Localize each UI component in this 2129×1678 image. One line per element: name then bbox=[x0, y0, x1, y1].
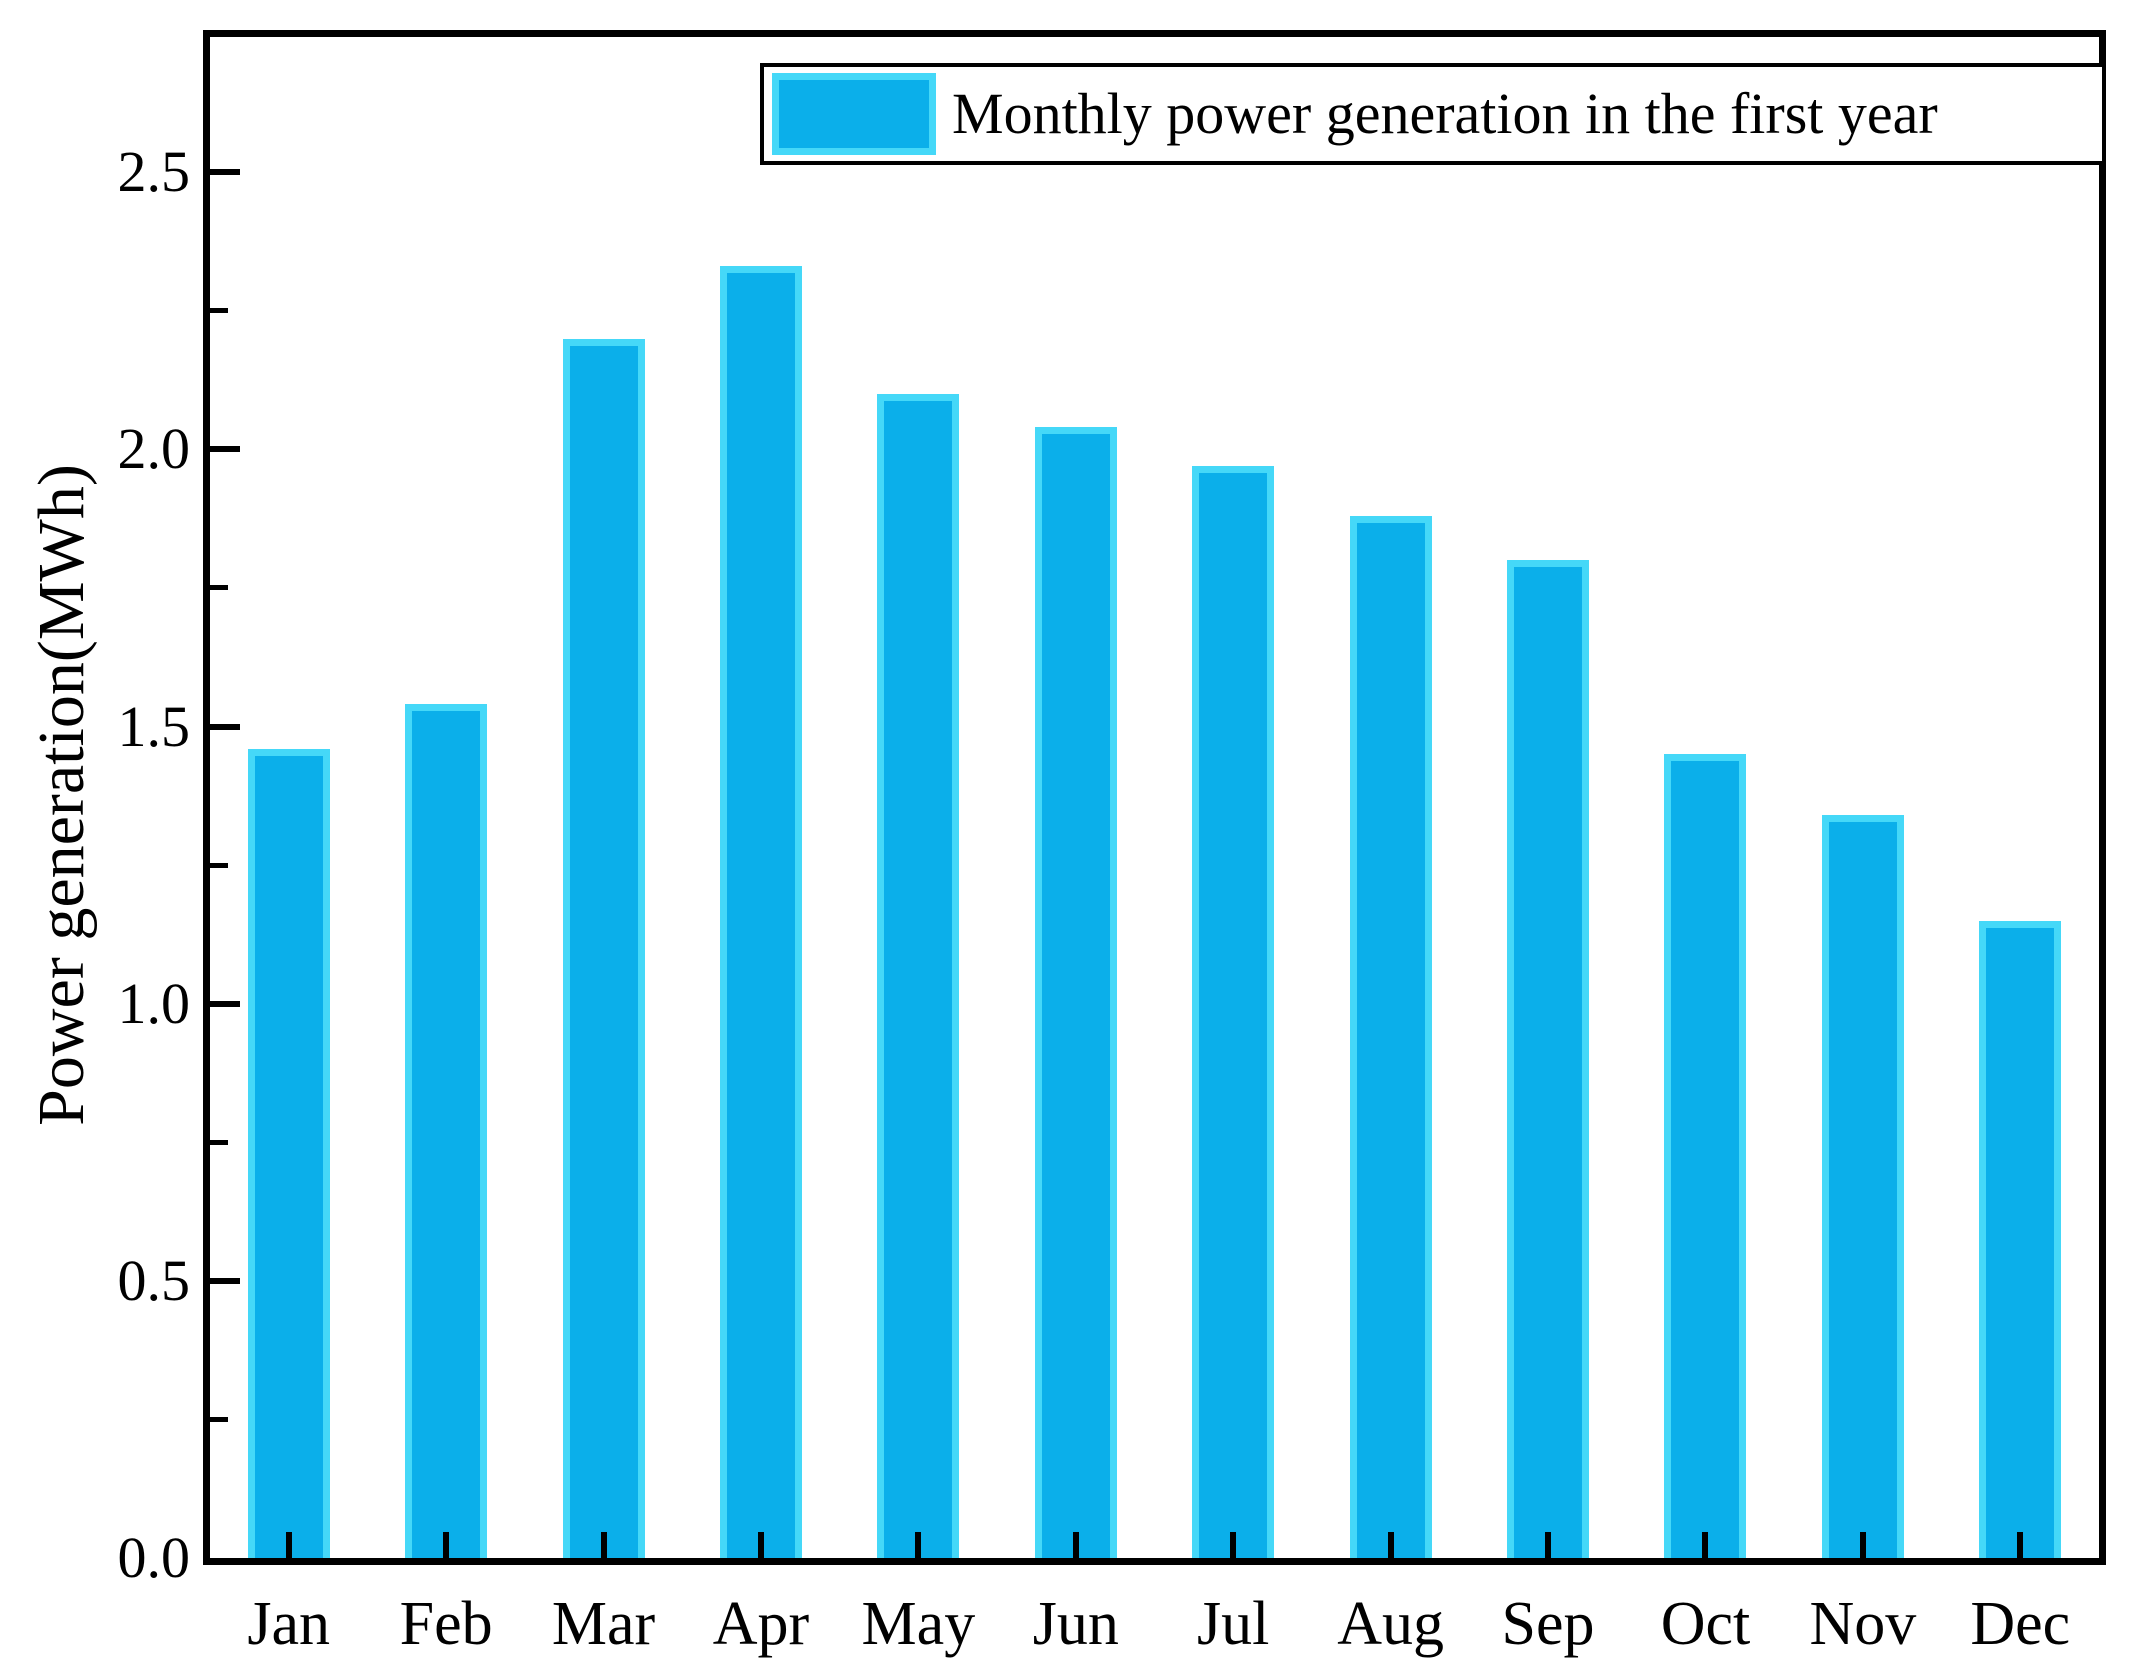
bar-jun bbox=[1034, 427, 1117, 1558]
legend-label: Monthly power generation in the first ye… bbox=[952, 81, 1938, 146]
x-tick-label-jul: Jul bbox=[1197, 1590, 1270, 1658]
bar-feb bbox=[405, 704, 488, 1558]
x-tick-label-mar: Mar bbox=[551, 1590, 656, 1658]
x-tick-jun bbox=[1072, 1532, 1079, 1558]
bar-dec bbox=[1979, 920, 2062, 1558]
bar-mar bbox=[562, 338, 645, 1558]
y-minor-tick-0.75 bbox=[210, 1139, 228, 1145]
y-major-tick-2.0 bbox=[210, 446, 240, 453]
x-tick-jan bbox=[285, 1532, 292, 1558]
y-tick-label-0.5: 0.5 bbox=[117, 1247, 191, 1313]
x-tick-feb bbox=[443, 1532, 450, 1558]
y-major-tick-2.5 bbox=[210, 169, 240, 176]
y-tick-label-0.0: 0.0 bbox=[117, 1525, 191, 1590]
bar-nov bbox=[1821, 815, 1904, 1558]
x-tick-mar bbox=[600, 1532, 607, 1558]
y-major-tick-1.5 bbox=[210, 723, 240, 730]
y-tick-label-1.5: 1.5 bbox=[117, 693, 191, 759]
x-tick-label-jun: Jun bbox=[1032, 1590, 1119, 1658]
legend: Monthly power generation in the first ye… bbox=[760, 63, 2106, 165]
y-tick-label-1.0: 1.0 bbox=[117, 970, 191, 1036]
bar-oct bbox=[1664, 754, 1747, 1558]
y-tick-label-2.5: 2.5 bbox=[117, 139, 191, 205]
y-minor-tick-1.75 bbox=[210, 585, 228, 591]
y-tick-label-2.0: 2.0 bbox=[117, 416, 191, 482]
x-tick-label-jan: Jan bbox=[247, 1590, 331, 1658]
bar-apr bbox=[719, 266, 802, 1558]
bar-jan bbox=[247, 748, 330, 1558]
x-tick-jul bbox=[1230, 1532, 1237, 1558]
y-major-tick-1.0 bbox=[210, 1000, 240, 1007]
x-tick-sep bbox=[1545, 1532, 1552, 1558]
x-tick-label-may: May bbox=[861, 1590, 976, 1658]
bar-jul bbox=[1192, 466, 1275, 1558]
bar-may bbox=[877, 393, 960, 1558]
x-tick-label-nov: Nov bbox=[1809, 1590, 1917, 1658]
y-major-tick-0.5 bbox=[210, 1277, 240, 1284]
x-tick-label-dec: Dec bbox=[1970, 1590, 2071, 1658]
x-tick-label-feb: Feb bbox=[399, 1590, 493, 1658]
y-minor-tick-2.25 bbox=[210, 308, 228, 314]
x-tick-oct bbox=[1702, 1532, 1709, 1558]
x-tick-label-oct: Oct bbox=[1660, 1590, 1751, 1658]
bar-sep bbox=[1507, 560, 1590, 1558]
x-tick-apr bbox=[757, 1532, 764, 1558]
plot-frame bbox=[203, 30, 2106, 1565]
x-tick-label-apr: Apr bbox=[712, 1590, 810, 1658]
x-tick-aug bbox=[1387, 1532, 1394, 1558]
x-tick-nov bbox=[1859, 1532, 1866, 1558]
x-tick-label-aug: Aug bbox=[1337, 1590, 1445, 1658]
y-minor-tick-1.25 bbox=[210, 862, 228, 868]
x-tick-dec bbox=[2017, 1532, 2024, 1558]
x-tick-label-sep: Sep bbox=[1501, 1590, 1595, 1658]
plot-area bbox=[210, 37, 2099, 1558]
legend-color-swatch bbox=[772, 73, 936, 155]
bar-aug bbox=[1349, 515, 1432, 1558]
y-minor-tick-0.25 bbox=[210, 1416, 228, 1422]
x-tick-may bbox=[915, 1532, 922, 1558]
